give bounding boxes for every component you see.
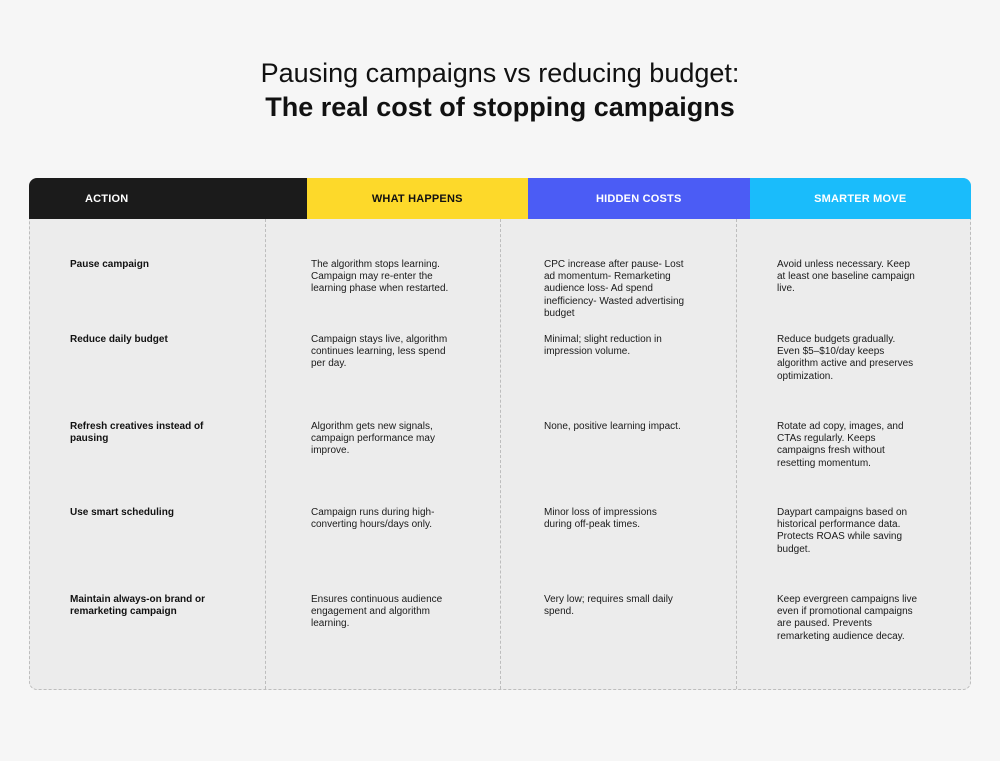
- cell-what-happens: Campaign runs during high-converting hou…: [311, 507, 435, 531]
- table-row: Refresh creatives instead of pausing Alg…: [30, 421, 970, 470]
- cell-what-happens: Campaign stays live, algorithm continues…: [311, 334, 448, 370]
- cell-hidden-costs: None, positive learning impact.: [544, 421, 681, 432]
- title-block: Pausing campaigns vs reducing budget: Th…: [0, 56, 1000, 124]
- cell-what-happens: Algorithm gets new signals, campaign per…: [311, 421, 435, 457]
- cell-hidden-costs: Minimal; slight reduction in impression …: [544, 334, 662, 358]
- page-title-line2: The real cost of stopping campaigns: [265, 92, 735, 122]
- table-row: Reduce daily budget Campaign stays live,…: [30, 334, 970, 383]
- cell-hidden-costs: Very low; requires small daily spend.: [544, 594, 673, 618]
- cell-action: Maintain always-on brand or remarketing …: [70, 594, 206, 618]
- cell-action: Use smart scheduling: [70, 507, 174, 518]
- table-row: Maintain always-on brand or remarketing …: [30, 594, 970, 643]
- page-title-line1: Pausing campaigns vs reducing budget:: [260, 58, 740, 88]
- cell-action: Refresh creatives instead of pausing: [70, 421, 204, 445]
- column-divider: [736, 219, 737, 689]
- cell-smarter-move: Daypart campaigns based on historical pe…: [777, 507, 908, 555]
- header-hidden-costs: HIDDEN COSTS: [528, 178, 750, 219]
- cell-what-happens: Ensures continuous audience engagement a…: [311, 594, 443, 630]
- table-row: Pause campaign The algorithm stops learn…: [30, 259, 970, 320]
- table-header-row: ACTION WHAT HAPPENS HIDDEN COSTS SMARTER…: [29, 178, 971, 219]
- cell-smarter-move: Keep evergreen campaigns live even if pr…: [777, 594, 918, 642]
- column-divider: [265, 219, 266, 689]
- cell-smarter-move: Reduce budgets gradually. Even $5–$10/da…: [777, 334, 914, 382]
- table-row: Use smart scheduling Campaign runs durin…: [30, 507, 970, 556]
- cell-smarter-move: Avoid unless necessary. Keep at least on…: [777, 259, 915, 295]
- cell-action: Pause campaign: [70, 259, 149, 270]
- column-divider: [500, 219, 501, 689]
- header-what-happens: WHAT HAPPENS: [306, 178, 528, 219]
- cell-action: Reduce daily budget: [70, 334, 168, 345]
- header-action: ACTION: [29, 178, 307, 219]
- cell-smarter-move: Rotate ad copy, images, and CTAs regular…: [777, 421, 904, 469]
- comparison-table: ACTION WHAT HAPPENS HIDDEN COSTS SMARTER…: [29, 178, 971, 690]
- cell-what-happens: The algorithm stops learning. Campaign m…: [311, 259, 449, 295]
- cell-hidden-costs: CPC increase after pause- Lost ad moment…: [544, 259, 685, 319]
- cell-hidden-costs: Minor loss of impressions during off-pea…: [544, 507, 657, 531]
- header-smarter-move: SMARTER MOVE: [749, 178, 971, 219]
